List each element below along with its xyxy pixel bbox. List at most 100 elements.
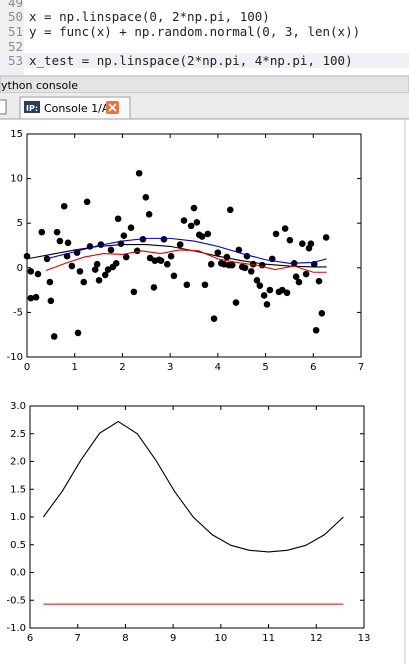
scatter-point [256,282,264,289]
y-tick-label: 10 [10,174,23,185]
scatter-point [112,260,120,267]
line-number: 49 [8,0,23,10]
scatter-point [266,286,274,294]
scatter-point [201,281,209,289]
y-tick-label: 2.5 [10,429,26,440]
scatter-point [183,281,191,289]
scatter-point [23,252,31,260]
line-number: 50 [8,9,23,24]
code-line: x_test = np.linspace(2*np.pi, 4*np.pi, 1… [29,53,353,68]
scatter-point [167,252,175,260]
scatter-point [50,333,58,340]
scatter-point [68,262,76,270]
scatter-point [299,240,306,248]
scatter-point [312,326,320,334]
scatter-point [160,235,168,243]
x-tick-label: 3 [167,362,173,373]
scatter-point [47,297,55,305]
scatter-point [53,228,61,236]
scatter-point [295,278,303,286]
scatter-point [307,240,315,248]
scatter-point [318,309,326,317]
plot-area [26,133,362,358]
scatter-point [32,293,40,301]
scatter-point [34,270,42,278]
scatter-point [214,249,222,256]
scatter-point [292,273,300,281]
scatter-point [95,276,103,284]
scatter-point [107,246,115,254]
scatter-point [187,222,195,230]
scatter-point [38,228,46,236]
scatter-point [64,239,72,247]
scatter-point [135,169,143,177]
x-tick-label: 7 [75,633,81,644]
scatter-point [142,194,150,201]
tab-label: Console 1/A [44,102,110,115]
scatter-point [247,268,255,275]
tab-scroll[interactable] [0,99,7,115]
y-tick-label: 15 [10,129,23,140]
scatter-point [193,219,201,226]
scatter-point [157,257,165,264]
scatter-point [46,278,54,286]
x-tick-label: 4 [215,362,221,373]
scatter-point [130,288,138,296]
line [45,237,327,264]
line-number: 51 [8,24,23,39]
y-tick-label: 0.0 [10,568,26,579]
scatter-point [286,236,294,244]
scatter-point [101,271,109,279]
x-tick-label: 1 [72,362,78,373]
y-tick-label: -0.5 [6,595,26,606]
x-tick-label: 11 [262,633,275,644]
y-tick-label: 5 [17,218,23,229]
x-tick-label: 5 [262,362,268,373]
scatter-point [198,233,206,240]
line [26,244,327,268]
scatter-point [272,230,280,238]
scatter-point [83,198,91,206]
plot-area [29,405,365,629]
scatter-point [27,268,35,275]
close-icon [108,103,117,112]
line [45,249,327,273]
scatter-point [263,301,271,308]
scatter-point [228,261,236,269]
code-line: y = func(x) + np.random.normal(0, 3, len… [29,24,360,39]
x-tick-label: 12 [310,633,323,644]
tab-icon [24,101,40,113]
current-line [0,53,409,68]
scatter-point [127,224,135,231]
scatter-point [283,289,291,297]
scatter-point [114,215,122,223]
scatter-point [163,260,171,268]
y-tick-label: 0.5 [10,540,26,551]
code-line: x = np.linspace(0, 2*np.pi, 100) [29,9,270,24]
scatter-point [60,202,68,210]
scatter-point [93,260,101,268]
scatter-point [204,230,212,238]
y-tick-label: 2.0 [10,457,26,468]
y-tick-label: -5 [13,307,23,318]
y-tick-label: -1.0 [6,623,26,634]
scatter-point [76,268,84,275]
line-number: 53 [8,53,23,68]
scatter-point [176,241,184,248]
x-tick-label: 8 [122,633,128,644]
scatter-point [241,264,249,272]
y-tick-label: 0 [17,263,23,274]
scatter-point [190,204,198,212]
y-tick-label: -10 [7,352,23,363]
scatter-point [56,237,64,245]
scatter-point [91,266,99,273]
tab-icon-text: IP: [26,104,38,113]
x-tick-label: 6 [310,362,316,373]
scatter-point [302,270,310,278]
x-tick-label: 0 [24,362,30,373]
x-tick-label: 13 [358,633,371,644]
x-tick-label: 6 [27,633,33,644]
pane-title: ython console [1,79,78,92]
scatter-point [74,329,82,337]
